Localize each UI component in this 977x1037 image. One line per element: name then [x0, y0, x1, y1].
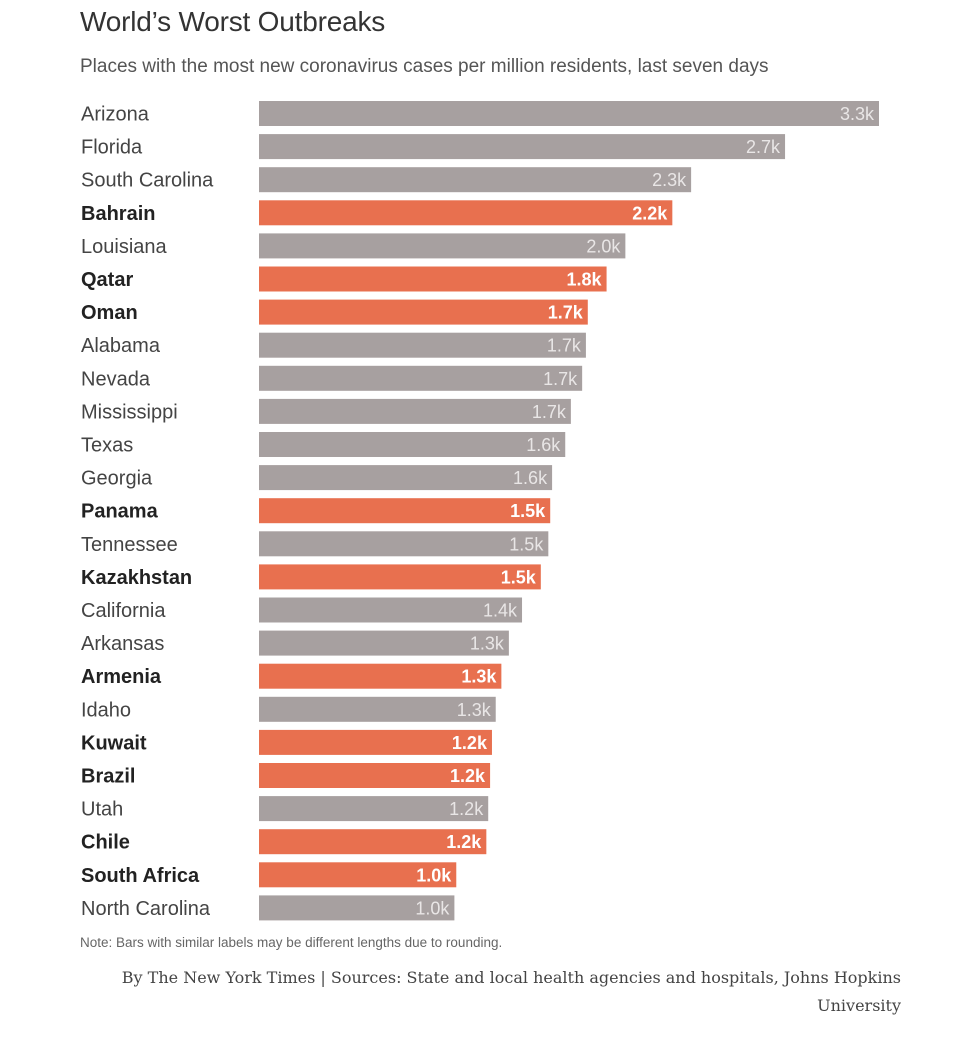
value-label: 1.3k [461, 667, 497, 687]
bar [259, 200, 673, 226]
value-label: 1.7k [547, 336, 582, 356]
category-label: Utah [81, 799, 123, 821]
chart-credit: By The New York Times | Sources: State a… [121, 968, 901, 1015]
bar [259, 796, 489, 822]
category-label: Arizona [81, 104, 150, 126]
category-label: Chile [81, 832, 130, 854]
value-label: 1.5k [509, 534, 544, 554]
category-label: Texas [81, 435, 133, 457]
value-label: 1.0k [416, 865, 452, 885]
value-label: 1.5k [510, 501, 546, 521]
bar [259, 630, 509, 656]
bar [259, 498, 551, 524]
bar [259, 829, 487, 855]
bar [259, 597, 523, 623]
category-label: Georgia [81, 468, 153, 490]
category-label: California [81, 600, 166, 622]
category-label: South Carolina [81, 170, 214, 192]
bar [259, 895, 455, 921]
value-label: 1.2k [452, 733, 488, 753]
bar [259, 365, 583, 391]
value-label: 1.2k [450, 766, 486, 786]
category-label: North Carolina [81, 898, 211, 920]
bar [259, 101, 879, 126]
category-label: Panama [81, 501, 159, 523]
value-label: 1.7k [543, 369, 578, 389]
bar [259, 332, 586, 358]
value-label: 3.3k [840, 104, 875, 124]
category-label: Tennessee [81, 534, 178, 556]
category-label: Oman [81, 302, 138, 324]
value-label: 1.0k [415, 898, 450, 918]
value-label: 1.3k [457, 700, 492, 720]
bar [259, 398, 571, 424]
bar [259, 531, 549, 557]
bar [259, 729, 492, 755]
value-label: 1.4k [483, 601, 518, 621]
category-label: Armenia [81, 666, 162, 688]
category-label: Idaho [81, 699, 131, 721]
category-label: Nevada [81, 368, 151, 390]
category-label: Qatar [81, 269, 133, 291]
bar [259, 432, 566, 457]
bar [259, 663, 502, 689]
value-label: 1.8k [567, 270, 603, 290]
category-label: Arkansas [81, 633, 164, 655]
value-label: 1.3k [470, 634, 505, 654]
value-label: 1.2k [449, 799, 484, 819]
bar-chart-svg: Arizona 3.3k Florida 2.7k South Carolina 2.3k… [81, 101, 879, 921]
category-label: Louisiana [81, 236, 168, 258]
bar [259, 167, 692, 193]
value-label: 1.6k [526, 435, 561, 455]
value-label: 2.3k [652, 170, 687, 190]
value-label: 2.0k [586, 236, 621, 256]
category-label: Bahrain [81, 203, 155, 225]
value-label: 1.6k [513, 468, 548, 488]
category-label: Brazil [81, 766, 135, 788]
chart-subtitle: Places with the most new coronavirus cas… [80, 56, 769, 77]
bar [259, 465, 553, 491]
bar [259, 233, 626, 259]
bar [259, 696, 496, 722]
bar [259, 266, 607, 292]
value-label: 1.5k [501, 567, 537, 587]
category-label: Kazakhstan [81, 567, 192, 589]
category-label: Kuwait [81, 732, 147, 754]
category-label: Florida [81, 137, 143, 159]
category-label: Mississippi [81, 401, 178, 423]
value-label: 1.2k [446, 832, 482, 852]
bar [259, 763, 491, 788]
category-label: South Africa [81, 865, 200, 887]
bar [259, 299, 588, 325]
chart-title: World’s Worst Outbreaks [80, 6, 386, 37]
category-label: Alabama [81, 335, 161, 357]
bar [259, 564, 541, 590]
bar [259, 862, 457, 888]
chart-note: Note: Bars with similar labels may be di… [80, 935, 503, 950]
value-label: 2.2k [632, 203, 668, 223]
bar [259, 134, 786, 160]
value-label: 1.7k [532, 402, 567, 422]
value-label: 1.7k [548, 303, 584, 323]
value-label: 2.7k [746, 137, 781, 157]
